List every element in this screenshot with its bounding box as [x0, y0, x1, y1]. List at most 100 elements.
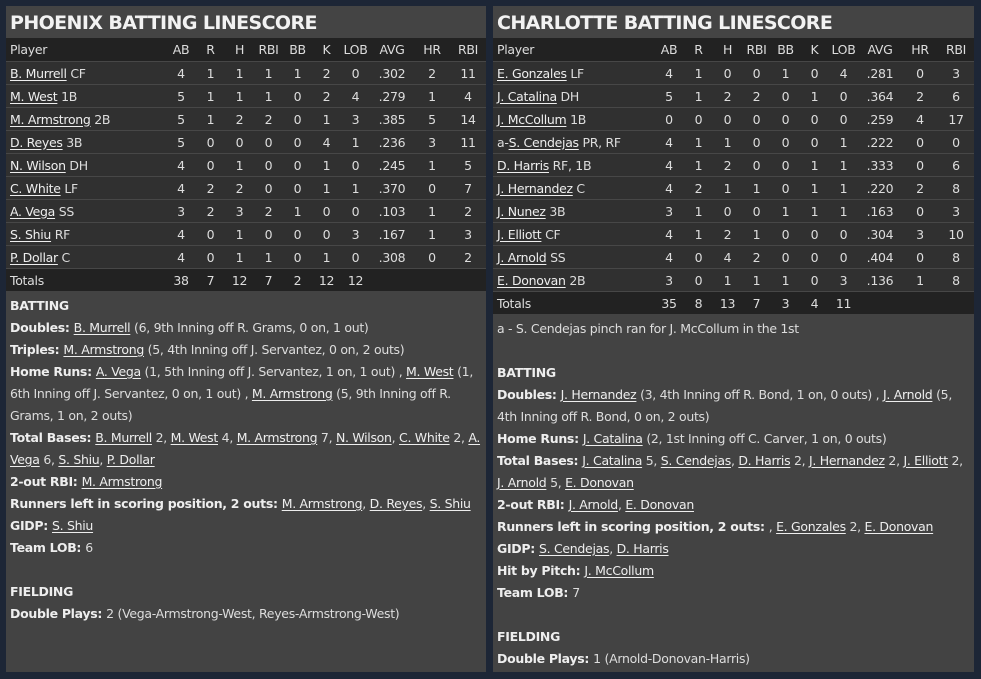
- player-link[interactable]: M. West: [10, 88, 58, 104]
- stat-rbi: 3: [450, 222, 486, 246]
- stat-ab: 5: [166, 107, 196, 131]
- player-link[interactable]: J. Hernandez: [497, 180, 573, 196]
- player-link[interactable]: J. Arnold: [568, 497, 619, 512]
- player-link[interactable]: J. Nunez: [497, 203, 546, 219]
- player-link[interactable]: S. Shiu: [58, 452, 100, 467]
- player-link[interactable]: J. Catalina: [582, 431, 643, 446]
- note-label: Double Plays:: [10, 606, 107, 621]
- player-link[interactable]: B. Murrell: [73, 320, 131, 335]
- stat-r: 1: [196, 84, 225, 108]
- player-link[interactable]: M. Armstrong: [10, 111, 91, 127]
- player-link[interactable]: E. Gonzales: [776, 519, 846, 534]
- player-link[interactable]: J. Catalina: [497, 88, 557, 104]
- total-hr: [414, 268, 450, 291]
- total-ab: 35: [654, 291, 684, 314]
- player-link[interactable]: D. Reyes: [369, 496, 423, 511]
- player-link[interactable]: A. Vega: [95, 364, 141, 379]
- column-header-r[interactable]: R: [684, 38, 713, 62]
- player-link[interactable]: D. Reyes: [10, 134, 63, 150]
- column-header-ab[interactable]: AB: [654, 38, 684, 62]
- stat-r: 0: [196, 130, 225, 154]
- player-link[interactable]: E. Gonzales: [497, 65, 567, 81]
- player-link[interactable]: D. Harris: [497, 157, 549, 173]
- stat-h: 1: [225, 245, 254, 269]
- player-link[interactable]: M. West: [406, 364, 454, 379]
- column-header-rbi[interactable]: RBI: [742, 38, 771, 62]
- note-text: 1 (Arnold-Donovan-Harris): [593, 651, 750, 666]
- player-link[interactable]: M. Armstrong: [63, 342, 144, 357]
- player-link[interactable]: A. Vega: [10, 203, 56, 219]
- player-link[interactable]: J. Arnold: [883, 387, 933, 402]
- note-label: Double Plays:: [497, 651, 594, 666]
- player-cell: J. Catalina DH: [493, 84, 654, 108]
- column-header-hr[interactable]: HR: [414, 38, 450, 62]
- player-link[interactable]: E. Donovan: [625, 497, 694, 512]
- column-header-h[interactable]: H: [225, 38, 254, 62]
- stat-bb: 0: [771, 176, 800, 200]
- player-link[interactable]: S. Cendejas: [660, 453, 732, 468]
- stat-r: 1: [684, 222, 713, 246]
- player-link[interactable]: J. McCollum: [584, 563, 654, 578]
- column-header-bb[interactable]: BB: [283, 38, 312, 62]
- player-link[interactable]: S. Shiu: [429, 496, 471, 511]
- stat-k: 1: [800, 84, 829, 108]
- player-link[interactable]: J. Catalina: [582, 453, 643, 468]
- player-link[interactable]: C. White: [10, 180, 61, 196]
- player-link[interactable]: M. Armstrong: [236, 430, 318, 445]
- player-link[interactable]: B. Murrell: [95, 430, 152, 445]
- column-header-lob[interactable]: LOB: [341, 38, 370, 62]
- player-link[interactable]: E. Donovan: [497, 272, 566, 288]
- player-link[interactable]: M. Armstrong: [81, 474, 163, 489]
- column-header-k[interactable]: K: [800, 38, 829, 62]
- player-link[interactable]: P. Dollar: [10, 249, 58, 265]
- column-header-k[interactable]: K: [312, 38, 341, 62]
- player-link[interactable]: S. Shiu: [10, 226, 52, 242]
- column-header-avg[interactable]: AVG: [370, 38, 414, 62]
- column-header-bb[interactable]: BB: [771, 38, 800, 62]
- stat-r: 0: [684, 268, 713, 292]
- player-link[interactable]: A. Vega: [10, 430, 481, 467]
- player-cell: S. Shiu RF: [6, 222, 166, 246]
- player-link[interactable]: S. Cendejas: [508, 134, 580, 150]
- player-link[interactable]: C. White: [399, 430, 450, 445]
- player-link[interactable]: S. Cendejas: [539, 541, 610, 556]
- player-link[interactable]: M. West: [170, 430, 219, 445]
- player-link[interactable]: P. Dollar: [106, 452, 155, 467]
- stat-ab: 4: [654, 176, 684, 200]
- player-link[interactable]: J. Elliott: [497, 226, 542, 242]
- column-header-hr[interactable]: HR: [902, 38, 938, 62]
- stat-hr: 0: [414, 245, 450, 269]
- column-header-avg[interactable]: AVG: [858, 38, 902, 62]
- column-header-rbi[interactable]: RBI: [254, 38, 283, 62]
- column-header-rbi[interactable]: RBI: [450, 38, 486, 62]
- player-link[interactable]: N. Wilson: [10, 157, 66, 173]
- phoenix-title: PHOENIX BATTING LINESCORE: [6, 6, 486, 38]
- player-link[interactable]: S. Shiu: [52, 518, 94, 533]
- player-link[interactable]: J. McCollum: [497, 111, 567, 127]
- player-link[interactable]: M. Armstrong: [281, 496, 363, 511]
- column-header-ab[interactable]: AB: [166, 38, 196, 62]
- player-link[interactable]: E. Donovan: [565, 475, 634, 490]
- player-link[interactable]: J. Hernandez: [560, 387, 637, 402]
- player-link[interactable]: E. Donovan: [864, 519, 934, 534]
- column-header-lob[interactable]: LOB: [829, 38, 858, 62]
- column-header-player[interactable]: Player: [493, 38, 654, 62]
- stat-rbi: 17: [938, 107, 974, 131]
- column-header-h[interactable]: H: [713, 38, 742, 62]
- player-link[interactable]: B. Murrell: [10, 65, 67, 81]
- column-header-r[interactable]: R: [196, 38, 225, 62]
- column-header-rbi[interactable]: RBI: [938, 38, 974, 62]
- player-link[interactable]: D. Harris: [616, 541, 669, 556]
- player-link[interactable]: J. Arnold: [497, 475, 547, 490]
- stat-r: 0: [684, 245, 713, 269]
- player-link[interactable]: N. Wilson: [335, 430, 392, 445]
- player-link[interactable]: J. Hernandez: [809, 453, 885, 468]
- note-label: Total Bases:: [10, 430, 96, 445]
- column-header-player[interactable]: Player: [6, 38, 166, 62]
- player-link[interactable]: J. Arnold: [497, 249, 547, 265]
- player-link[interactable]: M. Armstrong: [251, 386, 333, 401]
- note-label: Runners left in scoring position, 2 outs…: [10, 496, 282, 511]
- player-link[interactable]: D. Harris: [738, 453, 791, 468]
- player-link[interactable]: J. Elliott: [903, 453, 948, 468]
- stat-bb: 0: [771, 153, 800, 177]
